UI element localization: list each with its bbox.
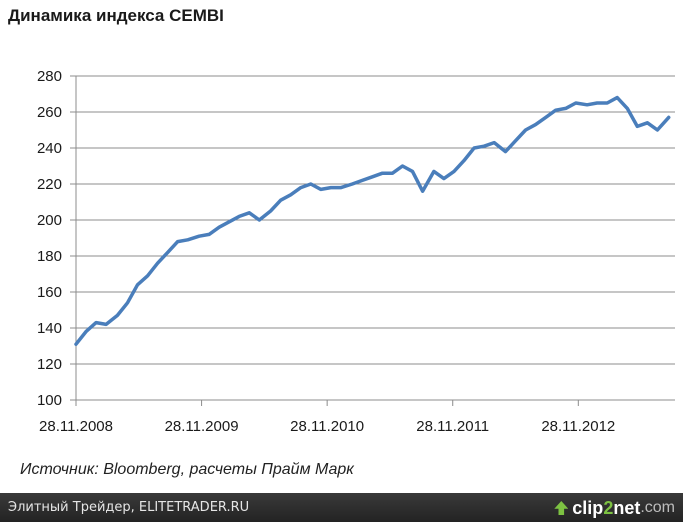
source-note: Источник: Bloomberg, расчеты Прайм Марк	[20, 461, 354, 478]
line-chart: 100 120 140 160 180 200 220 240 260 280 28.11.2008…	[37, 68, 675, 435]
footer-bar: Элитный Трейдер, ELITETRADER.RU clip 2 net…	[0, 493, 683, 522]
x-tick-label: 28.11.2011	[416, 418, 489, 435]
footer-site-label[interactable]: Элитный Трейдер, ELITETRADER.RU	[8, 500, 250, 515]
x-tick-label: 28.11.2010	[290, 418, 364, 435]
x-tick-label: 28.11.2012	[541, 418, 615, 435]
y-tick-label: 160	[37, 284, 62, 301]
logo-tld: .com	[640, 499, 675, 516]
y-tick-label: 100	[37, 392, 62, 409]
y-tick-label: 180	[37, 248, 62, 265]
series-line	[74, 95, 671, 346]
chart-title: Динамика индекса CEMBI	[8, 6, 224, 25]
y-tick-label: 120	[37, 356, 62, 373]
y-tick-label: 200	[37, 212, 62, 229]
clip2net-logo[interactable]: clip 2 net .com	[554, 497, 675, 519]
y-tick-label: 240	[37, 140, 62, 157]
y-tick-label: 140	[37, 320, 62, 337]
upload-arrow-icon	[554, 501, 569, 515]
logo-prefix: clip	[572, 497, 604, 518]
y-tick-label: 220	[37, 176, 62, 193]
y-tick-label: 260	[37, 104, 62, 121]
logo-num: 2	[603, 497, 614, 518]
y-tick-label: 280	[37, 68, 62, 85]
x-tick-label: 28.11.2009	[165, 418, 239, 435]
x-tick-label: 28.11.2008	[39, 418, 113, 435]
logo-mid: net	[613, 497, 641, 518]
